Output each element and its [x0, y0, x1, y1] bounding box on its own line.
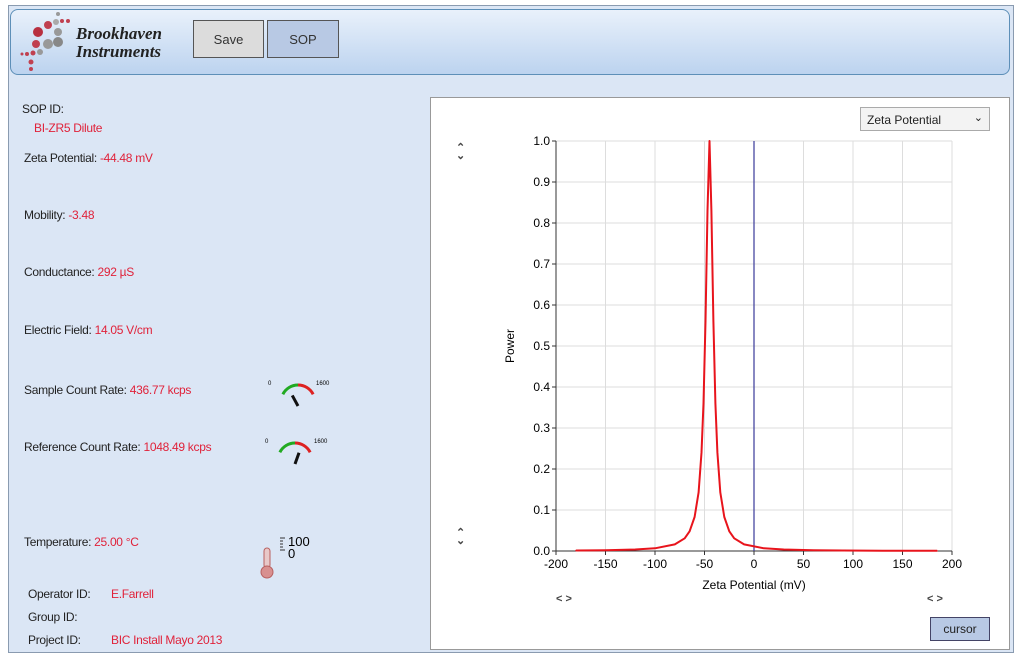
y-scroll-top-arrows[interactable]: ⌃ ⌄: [456, 142, 466, 162]
data-point: [694, 516, 696, 518]
data-point: [654, 547, 656, 549]
sop-button[interactable]: SOP: [267, 20, 339, 58]
thermometer-icon: 100 0: [260, 534, 310, 579]
data-point: [936, 550, 938, 552]
operator-id-value: E.Farrell: [111, 587, 154, 601]
svg-text:100: 100: [288, 534, 310, 549]
project-id-value: BIC Install Mayo 2013: [111, 633, 223, 647]
x-tick-label: 0: [751, 557, 758, 571]
x-tick-label: 50: [797, 557, 811, 571]
electric-field-row: Electric Field: 14.05 V/cm: [24, 323, 153, 337]
project-id-label: Project ID:: [28, 633, 81, 647]
data-point: [743, 543, 745, 546]
y-tick-label: 0.3: [533, 421, 550, 435]
gauge-green-arc: [281, 383, 299, 396]
mobility-row: Mobility: -3.48: [24, 208, 95, 222]
x-tick-label: 100: [843, 557, 863, 571]
x-axis-label: Zeta Potential (mV): [702, 578, 805, 592]
data-point: [714, 402, 716, 404]
y-tick-label: 0.0: [533, 544, 550, 558]
x-tick-label: -100: [643, 557, 667, 571]
cursor-button[interactable]: cursor: [930, 617, 990, 641]
save-button[interactable]: Save: [193, 20, 264, 58]
gauge-needle: [293, 452, 301, 465]
data-point: [882, 550, 884, 552]
chart-panel: [430, 97, 1010, 650]
reference-count-rate-row: Reference Count Rate: 1048.49 kcps: [24, 440, 212, 454]
zeta-potential-row: Zeta Potential: -44.48 mV: [24, 151, 153, 165]
brookhaven-logo: Brookhaven Instruments: [18, 10, 188, 72]
data-point: [700, 452, 703, 454]
y-tick-label: 0.8: [533, 216, 550, 230]
data-point: [708, 140, 711, 142]
logo-dots-icon: [20, 12, 70, 71]
gauge-red-arc: [297, 383, 315, 396]
y-tick-label: 0.6: [533, 298, 550, 312]
data-point: [728, 530, 730, 532]
data-point: [842, 549, 844, 552]
data-point: [575, 549, 577, 552]
data-point: [634, 548, 636, 551]
gauge-needle: [290, 394, 300, 407]
operator-id-label: Operator ID:: [28, 587, 91, 601]
data-point: [712, 320, 715, 322]
sop-id-label: SOP ID:: [22, 102, 64, 116]
temperature-row: Temperature: 25.00 °C: [24, 535, 139, 549]
y-tick-label: 0.9: [533, 175, 550, 189]
y-tick-label: 0.7: [533, 257, 550, 271]
x-tick-label: 200: [942, 557, 962, 571]
data-point: [674, 543, 676, 546]
y-tick-label: 0.1: [533, 503, 550, 517]
data-point: [684, 537, 686, 539]
data-point: [710, 210, 713, 212]
x-scroll-right-arrows[interactable]: < >: [927, 593, 943, 605]
x-tick-label: -50: [696, 557, 714, 571]
data-point: [812, 549, 815, 551]
data-point: [704, 320, 707, 322]
y-scroll-bottom-arrows[interactable]: ⌃ ⌄: [456, 527, 466, 547]
sop-id-value: BI-ZR5 Dilute: [34, 121, 103, 135]
gauge-red-arc: [294, 441, 312, 454]
gauge-green-arc: [278, 441, 296, 454]
data-point: [689, 530, 691, 532]
data-point: [733, 537, 735, 539]
data-point: [723, 516, 725, 518]
data-point: [702, 402, 705, 404]
x-scroll-left-arrows[interactable]: < >: [556, 593, 572, 605]
data-point: [604, 549, 607, 551]
chevron-down-icon: ⌄: [973, 112, 983, 124]
gauge-min-label: 0: [268, 381, 272, 387]
data-point: [697, 491, 700, 493]
y-tick-label: 0.4: [533, 380, 550, 394]
gauge-max-label: 1600: [316, 381, 330, 387]
y-tick-label: 0.5: [533, 339, 550, 353]
sample-count-gauge: 0 1600: [268, 381, 330, 407]
y-axis-label: Power: [503, 329, 517, 363]
x-tick-label: 150: [892, 557, 912, 571]
reference-count-gauge: 0 1600: [265, 439, 328, 465]
data-point: [763, 547, 765, 549]
data-point: [706, 210, 709, 212]
conductance-row: Conductance: 292 µS: [24, 265, 134, 279]
y-tick-label: 1.0: [533, 134, 550, 148]
data-point: [783, 548, 785, 551]
plot-type-dropdown[interactable]: Zeta Potential ⌄: [860, 107, 990, 131]
svg-text:0: 0: [288, 546, 295, 561]
x-tick-label: -200: [544, 557, 568, 571]
gauge-min-label: 0: [265, 439, 269, 445]
data-point: [719, 491, 721, 493]
header-bar: [10, 9, 1010, 75]
gauge-max-label: 1600: [314, 439, 328, 445]
data-point: [716, 452, 718, 454]
sample-count-rate-row: Sample Count Rate: 436.77 kcps: [24, 383, 192, 397]
group-id-label: Group ID:: [28, 610, 78, 624]
x-tick-label: -150: [593, 557, 617, 571]
y-tick-label: 0.2: [533, 462, 550, 476]
